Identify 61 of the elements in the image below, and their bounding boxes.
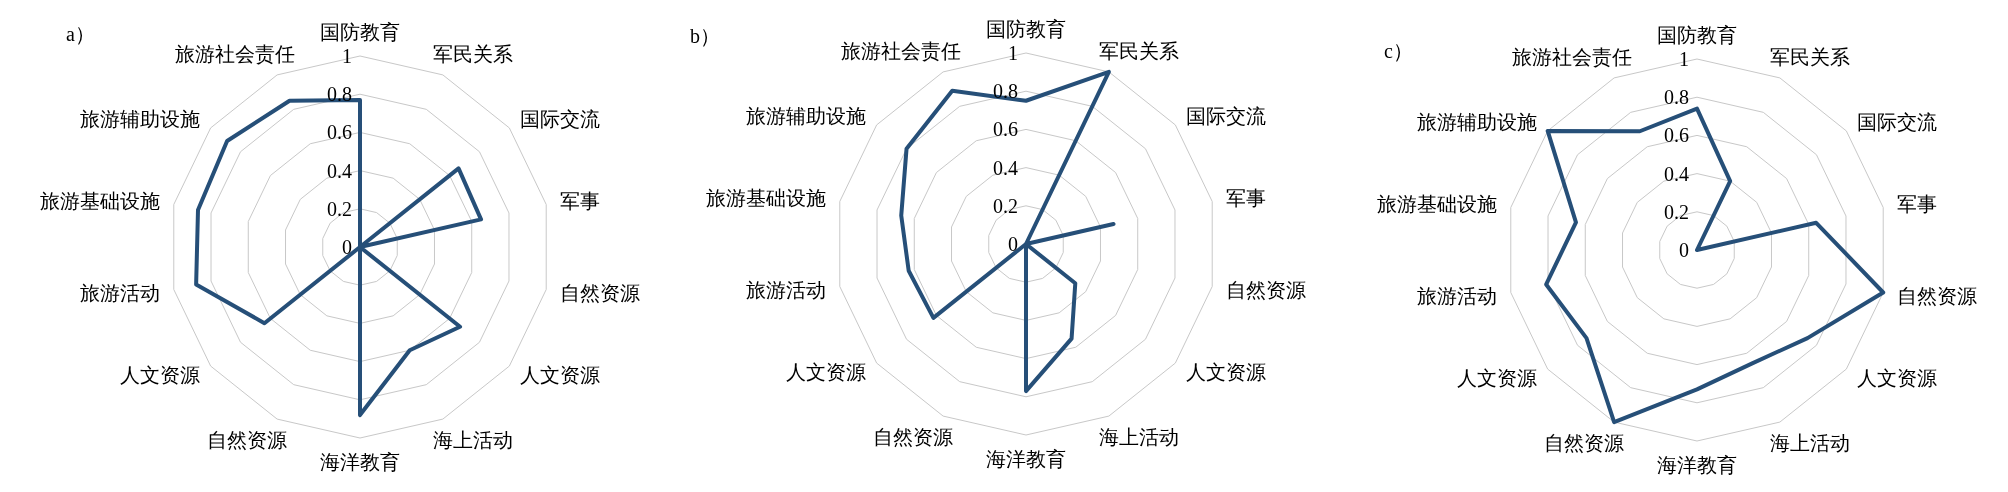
chart-title: a） (66, 23, 95, 45)
spoke-label: 自然资源 (207, 428, 288, 451)
y-tick-label: 0.4 (327, 159, 352, 182)
spoke-label: 军民关系 (1769, 46, 1850, 69)
spoke-label: 军民关系 (432, 43, 513, 66)
spoke-label: 国防教育 (986, 18, 1066, 40)
spoke-label: 海上活动 (1769, 431, 1850, 454)
y-tick-label: 0.6 (327, 121, 352, 144)
spoke-label: 国际交流 (1857, 111, 1938, 134)
spoke-label: 旅游辅助设施 (745, 105, 866, 128)
spoke-label: 军事 (559, 190, 600, 213)
spoke-label: 旅游辅助设施 (79, 108, 200, 131)
spoke-label: 人文资源 (785, 360, 866, 383)
text: c） (1384, 40, 1413, 62)
spoke-label: 军民关系 (1098, 40, 1179, 63)
spoke-label: 人文资源 (1186, 360, 1267, 383)
spoke-label: 海洋教育 (1657, 454, 1737, 476)
spoke-label: 旅游基础设施 (40, 190, 161, 213)
spoke-label: 人文资源 (1857, 366, 1938, 389)
spoke-label: 人文资源 (119, 363, 200, 386)
spoke-label: 自然资源 (873, 425, 954, 448)
spoke-label: 自然资源 (1544, 431, 1625, 454)
spoke-label: 旅游基础设施 (1377, 193, 1498, 216)
spoke-label: 旅游社会责任 (841, 40, 962, 63)
spoke-label: 海洋教育 (986, 448, 1066, 470)
spoke-label: 海上活动 (432, 428, 513, 451)
y-tick-label: 0.6 (993, 118, 1018, 141)
spoke-label: 旅游活动 (746, 278, 827, 301)
spoke-label: 自然资源 (1896, 284, 1977, 307)
y-tick-label: 0 (1008, 233, 1018, 255)
spoke-label: 自然资源 (1225, 278, 1306, 301)
y-tick-label: 0.2 (327, 197, 352, 220)
y-tick-label: 0 (1679, 239, 1689, 261)
spoke-label: 海洋教育 (320, 451, 400, 473)
chart-title: b） (690, 25, 720, 47)
spoke-label: 国防教育 (1657, 24, 1737, 46)
spoke-label: 军事 (1225, 187, 1266, 210)
spoke-label: 旅游活动 (80, 281, 161, 304)
spoke-label: 军事 (1896, 193, 1937, 216)
y-tick-label: 0.4 (1664, 162, 1689, 185)
spoke-label: 人文资源 (1456, 366, 1537, 389)
y-tick-label: 0.2 (1664, 200, 1689, 223)
spoke-label: 旅游社会责任 (1512, 46, 1633, 69)
y-tick-label: 1 (1008, 42, 1018, 64)
spoke-label: 旅游辅助设施 (1416, 111, 1537, 134)
spoke-label: 国际交流 (1186, 105, 1267, 128)
spoke-label: 旅游社会责任 (175, 43, 296, 66)
y-tick-label: 0.8 (1664, 86, 1689, 109)
spoke-label: 国际交流 (520, 108, 601, 131)
spoke-label: 人文资源 (520, 363, 601, 386)
spoke-label: 海上活动 (1098, 425, 1179, 448)
y-tick-label: 0 (342, 236, 352, 258)
y-tick-label: 0.6 (1664, 124, 1689, 147)
spoke-label: 自然资源 (559, 281, 640, 304)
y-tick-label: 0.2 (993, 194, 1018, 217)
spoke-label: 国防教育 (320, 21, 400, 43)
y-tick-label: 0.4 (993, 156, 1018, 179)
y-tick-label: 1 (1679, 48, 1689, 70)
y-tick-label: 1 (342, 45, 352, 67)
spoke-label: 旅游活动 (1417, 284, 1498, 307)
spoke-label: 旅游基础设施 (706, 187, 827, 210)
